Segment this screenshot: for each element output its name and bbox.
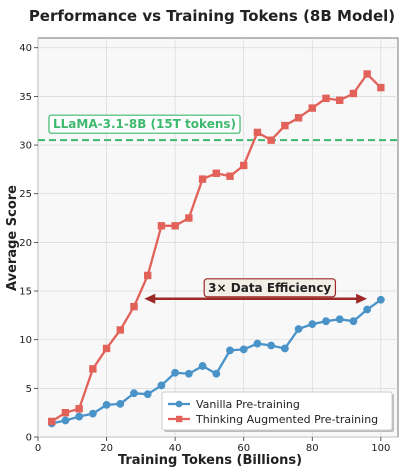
data-point bbox=[226, 172, 234, 180]
data-point bbox=[144, 271, 152, 280]
data-point bbox=[281, 121, 289, 130]
data-point bbox=[226, 346, 234, 355]
data-point bbox=[185, 214, 193, 222]
reference-line-group: LLaMA-3.1-8B (15T tokens) bbox=[38, 114, 398, 142]
y-tick-label: 0 bbox=[26, 433, 32, 444]
data-point bbox=[212, 169, 220, 177]
data-point bbox=[294, 325, 303, 333]
legend-label: Vanilla Pre-training bbox=[196, 398, 300, 411]
data-point bbox=[157, 381, 166, 390]
data-point bbox=[253, 339, 262, 348]
data-point bbox=[75, 405, 83, 413]
y-tick-label: 25 bbox=[19, 189, 32, 200]
data-point bbox=[377, 83, 385, 92]
data-point bbox=[267, 341, 276, 350]
x-tick-label: 40 bbox=[169, 443, 182, 454]
data-point bbox=[75, 412, 84, 421]
y-axis-label: Average Score bbox=[5, 185, 20, 291]
data-point bbox=[130, 302, 138, 311]
data-point bbox=[157, 222, 166, 230]
data-point bbox=[116, 400, 125, 408]
data-point bbox=[308, 104, 316, 112]
y-axis: 0 5 10 15 20 25 30 35 40 bbox=[19, 43, 38, 444]
x-tick-label: 60 bbox=[237, 443, 250, 454]
annotation-label-box bbox=[203, 278, 337, 298]
data-point bbox=[322, 94, 330, 103]
data-point bbox=[294, 114, 303, 122]
y-tick-label: 35 bbox=[19, 92, 32, 103]
y-tick-label: 5 bbox=[26, 384, 32, 395]
data-point bbox=[171, 222, 179, 230]
data-point bbox=[239, 345, 248, 354]
data-point bbox=[130, 389, 138, 398]
data-point bbox=[48, 417, 56, 426]
y-tick-label: 15 bbox=[19, 287, 32, 298]
x-tick-label: 100 bbox=[371, 443, 390, 454]
annotation-label: 3× Data Efficiency bbox=[208, 281, 331, 295]
data-point bbox=[212, 369, 221, 378]
data-point bbox=[198, 362, 207, 370]
data-point bbox=[253, 128, 262, 137]
data-point bbox=[61, 416, 70, 425]
y-tick-label: 20 bbox=[19, 238, 32, 249]
data-point bbox=[363, 305, 372, 314]
data-point bbox=[61, 408, 70, 417]
annotation-arrowhead-left bbox=[144, 293, 156, 304]
y-tick-label: 10 bbox=[19, 335, 32, 346]
data-point bbox=[89, 365, 97, 373]
data-point bbox=[336, 96, 344, 104]
data-point bbox=[267, 136, 275, 144]
x-axis: 0 20 40 60 80 100 bbox=[35, 437, 390, 454]
data-point bbox=[363, 70, 371, 78]
y-tick-label: 30 bbox=[19, 141, 32, 152]
y-tick-label: 40 bbox=[19, 43, 32, 54]
data-point bbox=[184, 369, 193, 378]
data-point bbox=[102, 400, 111, 409]
x-axis-label: Training Tokens (Billions) bbox=[118, 453, 302, 468]
data-point bbox=[322, 317, 330, 326]
legend: Vanilla Pre-training Thinking Augmented P… bbox=[161, 391, 394, 432]
data-point bbox=[280, 344, 289, 353]
annotation-group: 3× Data Efficiency bbox=[144, 278, 368, 304]
data-point bbox=[349, 317, 358, 326]
series-layer bbox=[47, 70, 385, 428]
data-point bbox=[349, 89, 358, 98]
legend-label: Thinking Augmented Pre-training bbox=[195, 413, 378, 426]
data-point bbox=[143, 390, 152, 399]
legend-swatch-marker bbox=[175, 400, 183, 408]
data-point bbox=[198, 175, 207, 183]
data-point bbox=[376, 295, 385, 304]
data-point bbox=[308, 320, 317, 329]
data-point bbox=[116, 326, 124, 334]
x-tick-label: 80 bbox=[306, 443, 319, 454]
chart-title: Performance vs Training Tokens (8B Model… bbox=[29, 7, 395, 25]
legend-box bbox=[161, 391, 393, 431]
legend-swatch-marker bbox=[176, 415, 183, 423]
annotation-arrowhead-right bbox=[356, 293, 368, 304]
data-point bbox=[240, 161, 248, 170]
reference-label: LLaMA-3.1-8B (15T tokens) bbox=[53, 117, 236, 131]
x-tick-label: 20 bbox=[100, 443, 113, 454]
data-point bbox=[335, 315, 344, 324]
data-point bbox=[171, 368, 180, 377]
data-point bbox=[88, 409, 97, 418]
reference-label-box bbox=[48, 114, 241, 134]
x-tick-label: 0 bbox=[35, 443, 41, 454]
data-point bbox=[102, 344, 111, 353]
